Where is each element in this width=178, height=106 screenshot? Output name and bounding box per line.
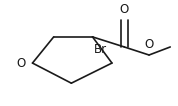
Text: O: O: [144, 38, 154, 51]
Text: O: O: [16, 57, 25, 70]
Text: Br: Br: [94, 43, 108, 56]
Text: O: O: [120, 3, 129, 16]
